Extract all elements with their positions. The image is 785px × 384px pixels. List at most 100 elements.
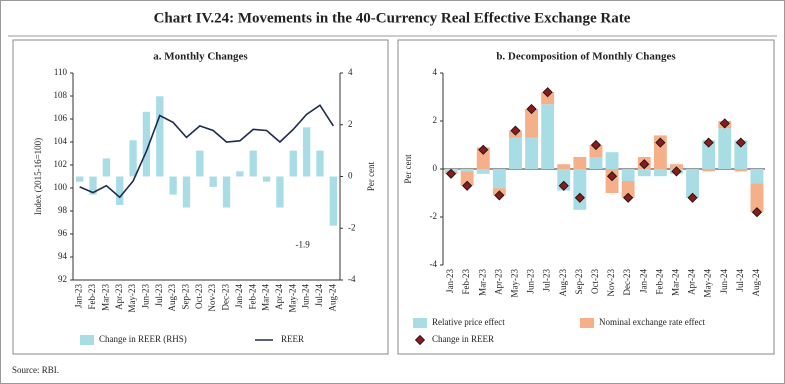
bar (750, 169, 764, 184)
x-tick-label: Apr-23 (493, 269, 503, 295)
panel-title: b. Decomposition of Monthly Changes (496, 51, 676, 63)
bar (557, 164, 571, 169)
bar (249, 150, 257, 177)
x-tick-label: May-23 (127, 284, 137, 313)
bar (329, 176, 337, 226)
legend-label: Change in REER (RHS) (99, 334, 187, 344)
bar (718, 128, 732, 169)
bar (236, 171, 244, 177)
bar (492, 169, 506, 189)
y-tick-label: 4 (433, 67, 438, 77)
line (79, 104, 334, 199)
x-tick-label: Feb-24 (654, 269, 664, 295)
x-tick-label: Jan-23 (74, 284, 84, 308)
bar (621, 169, 635, 181)
diamond-marker (671, 166, 682, 177)
x-tick-label: Apr-24 (274, 284, 284, 310)
panel-title: a. Monthly Changes (153, 51, 248, 63)
y-tick-label: 108 (54, 90, 68, 100)
x-tick-label: Oct-23 (590, 269, 600, 294)
diamond-marker (655, 137, 666, 148)
bar (209, 176, 217, 187)
diamond-marker (590, 139, 602, 151)
y-tick-label: 98 (58, 205, 68, 215)
x-tick-label: Jul-24 (735, 269, 745, 292)
bar (76, 176, 84, 182)
diamond-marker (478, 144, 489, 155)
bar (262, 176, 271, 182)
legend-swatch (580, 318, 594, 328)
annotation: -1.9 (295, 240, 310, 250)
x-tick-label: Jun-24 (719, 269, 729, 294)
y-tick-label: -4 (430, 259, 438, 269)
x-tick-label: Sep-23 (181, 284, 191, 310)
source: Source: RBI. (12, 365, 59, 375)
page-title: Chart IV.24: Movements in the 40-Currenc… (154, 10, 631, 26)
y-tick-label: 104 (54, 136, 68, 146)
bar (589, 145, 603, 157)
legend-swatch (414, 334, 426, 346)
y-tick-label: 94 (58, 251, 68, 261)
legend-label: REER (281, 334, 304, 344)
y2-tick-label: 2 (348, 119, 353, 129)
legend-label: Nominal exchange rate effect (599, 317, 706, 327)
x-tick-label: Jan-24 (234, 284, 244, 308)
bar (541, 104, 555, 169)
x-tick-label: Mar-24 (261, 284, 271, 311)
x-tick-label: Oct-23 (194, 284, 204, 309)
diamond-marker (703, 137, 714, 148)
y-tick-label: 102 (54, 159, 68, 169)
bar (589, 157, 603, 169)
y-tick-label: 100 (54, 182, 68, 192)
bar (525, 137, 538, 169)
bar (476, 147, 490, 169)
bar (750, 183, 764, 213)
x-tick-label: Jun-23 (140, 284, 150, 309)
legend-swatch (413, 318, 427, 328)
x-tick-label: Apr-23 (114, 284, 124, 310)
bar (460, 171, 474, 186)
y-tick-label: 2 (433, 115, 438, 125)
bar (541, 92, 555, 105)
panel-box (12, 39, 389, 355)
bar (302, 127, 311, 177)
x-tick-label: Sep-23 (574, 269, 584, 295)
x-tick-label: Dec-23 (622, 269, 632, 296)
bar (686, 169, 699, 198)
x-tick-label: Aug-24 (327, 284, 337, 312)
diamond-marker (558, 180, 569, 191)
x-tick-label: Aug-23 (558, 269, 568, 297)
x-tick-label: Mar-23 (100, 284, 110, 311)
diamond-marker (445, 168, 457, 179)
x-tick-label: Feb-24 (247, 284, 257, 310)
x-tick-label: Jul-23 (154, 284, 164, 307)
x-tick-label: Mar-24 (671, 269, 681, 296)
bar (460, 169, 474, 172)
bar (142, 111, 151, 177)
bar (182, 176, 191, 208)
y2-tick-label: 0 (348, 171, 353, 181)
legend-label: Relative price effect (432, 317, 505, 327)
y2-tick-label: -4 (348, 274, 356, 284)
legend-swatch (80, 335, 94, 345)
y-tick-label: 106 (54, 113, 68, 123)
x-tick-label: Jan-24 (638, 269, 648, 293)
bar (222, 176, 231, 208)
bar (156, 96, 164, 177)
diamond-marker (751, 207, 763, 218)
diamond-marker (462, 180, 473, 191)
x-tick-label: Feb-23 (87, 284, 97, 310)
diamond-marker (574, 192, 585, 203)
diamond-marker (542, 87, 553, 98)
diamond-marker (606, 171, 618, 182)
bar (102, 158, 111, 177)
bar (621, 181, 635, 198)
bar (573, 157, 587, 169)
y2-tick-label: 4 (348, 67, 353, 77)
x-tick-label: Dec-23 (221, 284, 231, 311)
bar (637, 169, 651, 177)
bar (476, 169, 490, 174)
bar (316, 150, 324, 177)
x-tick-label: Aug-24 (751, 269, 761, 297)
